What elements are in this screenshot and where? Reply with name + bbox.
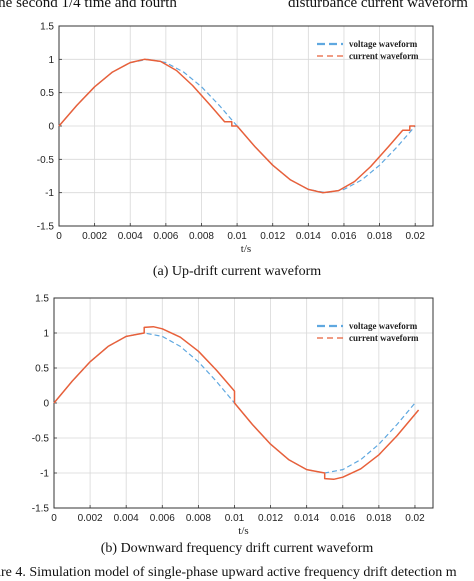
x-tick-label: 0.018 (367, 231, 392, 242)
y-tick-label: 0 (48, 122, 54, 133)
chart-up-drift: 0 0.002 0.004 0.006 0.008 0.01 0.012 0.014 0.016… (37, 22, 434, 255)
caption-up-drift: (a) Up-drift current waveform (152, 264, 322, 279)
y-tick-label: 0.5 (40, 88, 54, 99)
y-tick-label: 1 (48, 55, 54, 66)
y-tick-label: 0.5 (35, 364, 49, 375)
y-tick-label: -1.5 (32, 504, 50, 515)
y-tick-label: -1 (40, 469, 49, 480)
y-tick-label: -0.5 (37, 155, 55, 166)
top-text-left: the second 1/4 time and fourth (0, 0, 177, 11)
x-tick-label: 0.016 (331, 231, 356, 242)
y-tick-label: -0.5 (32, 434, 50, 445)
current-series-line (53, 325, 420, 481)
caption-downward-drift: (b) Downward frequency drift current wav… (100, 541, 374, 556)
y-tick-label: -1 (45, 188, 54, 199)
y-tick-label: 1.5 (40, 22, 54, 33)
x-tick-label: 0.018 (366, 513, 391, 524)
current-series-line (58, 58, 416, 194)
x-tick-label: 0.014 (294, 513, 319, 524)
x-tick-label: 0.002 (78, 513, 103, 524)
chart-downward-drift: 0 0.002 0.004 0.006 0.008 0.01 0.012 0.014 0.016… (32, 294, 434, 537)
y-tick-label: 0 (43, 399, 49, 410)
x-tick-label: 0.008 (189, 231, 214, 242)
x-tick-label: 0.002 (82, 231, 107, 242)
x-tick-label: 0.006 (153, 231, 178, 242)
y-tick-label: 1 (43, 329, 49, 340)
legend-label: current waveform (349, 333, 419, 343)
legend-label: voltage waveform (349, 321, 418, 331)
y-tick-label: -1.5 (37, 222, 55, 233)
x-tick-label: 0.02 (405, 231, 425, 242)
top-text-right: disturbance current waveform (288, 0, 468, 11)
x-tick-label: 0.006 (150, 513, 175, 524)
y-tick-label: 1.5 (35, 294, 49, 305)
x-tick-label: 0.012 (258, 513, 283, 524)
x-tick-label: 0.01 (225, 513, 245, 524)
x-tick-label: 0.02 (405, 513, 425, 524)
x-tick-label: 0.008 (186, 513, 211, 524)
legend-label: current waveform (349, 51, 419, 61)
x-tick-label: 0.004 (118, 231, 143, 242)
x-tick-label: 0.004 (114, 513, 139, 524)
x-tick-label: 0.01 (227, 231, 247, 242)
figure-caption: ure 4. Simulation model of single-phase … (0, 565, 457, 580)
x-axis-label: t/s (241, 243, 251, 255)
x-tick-label: 0.012 (260, 231, 285, 242)
legend-label: voltage waveform (349, 39, 418, 49)
x-axis-label: t/s (238, 525, 248, 537)
x-tick-label: 0.016 (330, 513, 355, 524)
x-tick-label: 0 (56, 231, 62, 242)
x-tick-label: 0.014 (296, 231, 321, 242)
x-tick-label: 0 (51, 513, 57, 524)
